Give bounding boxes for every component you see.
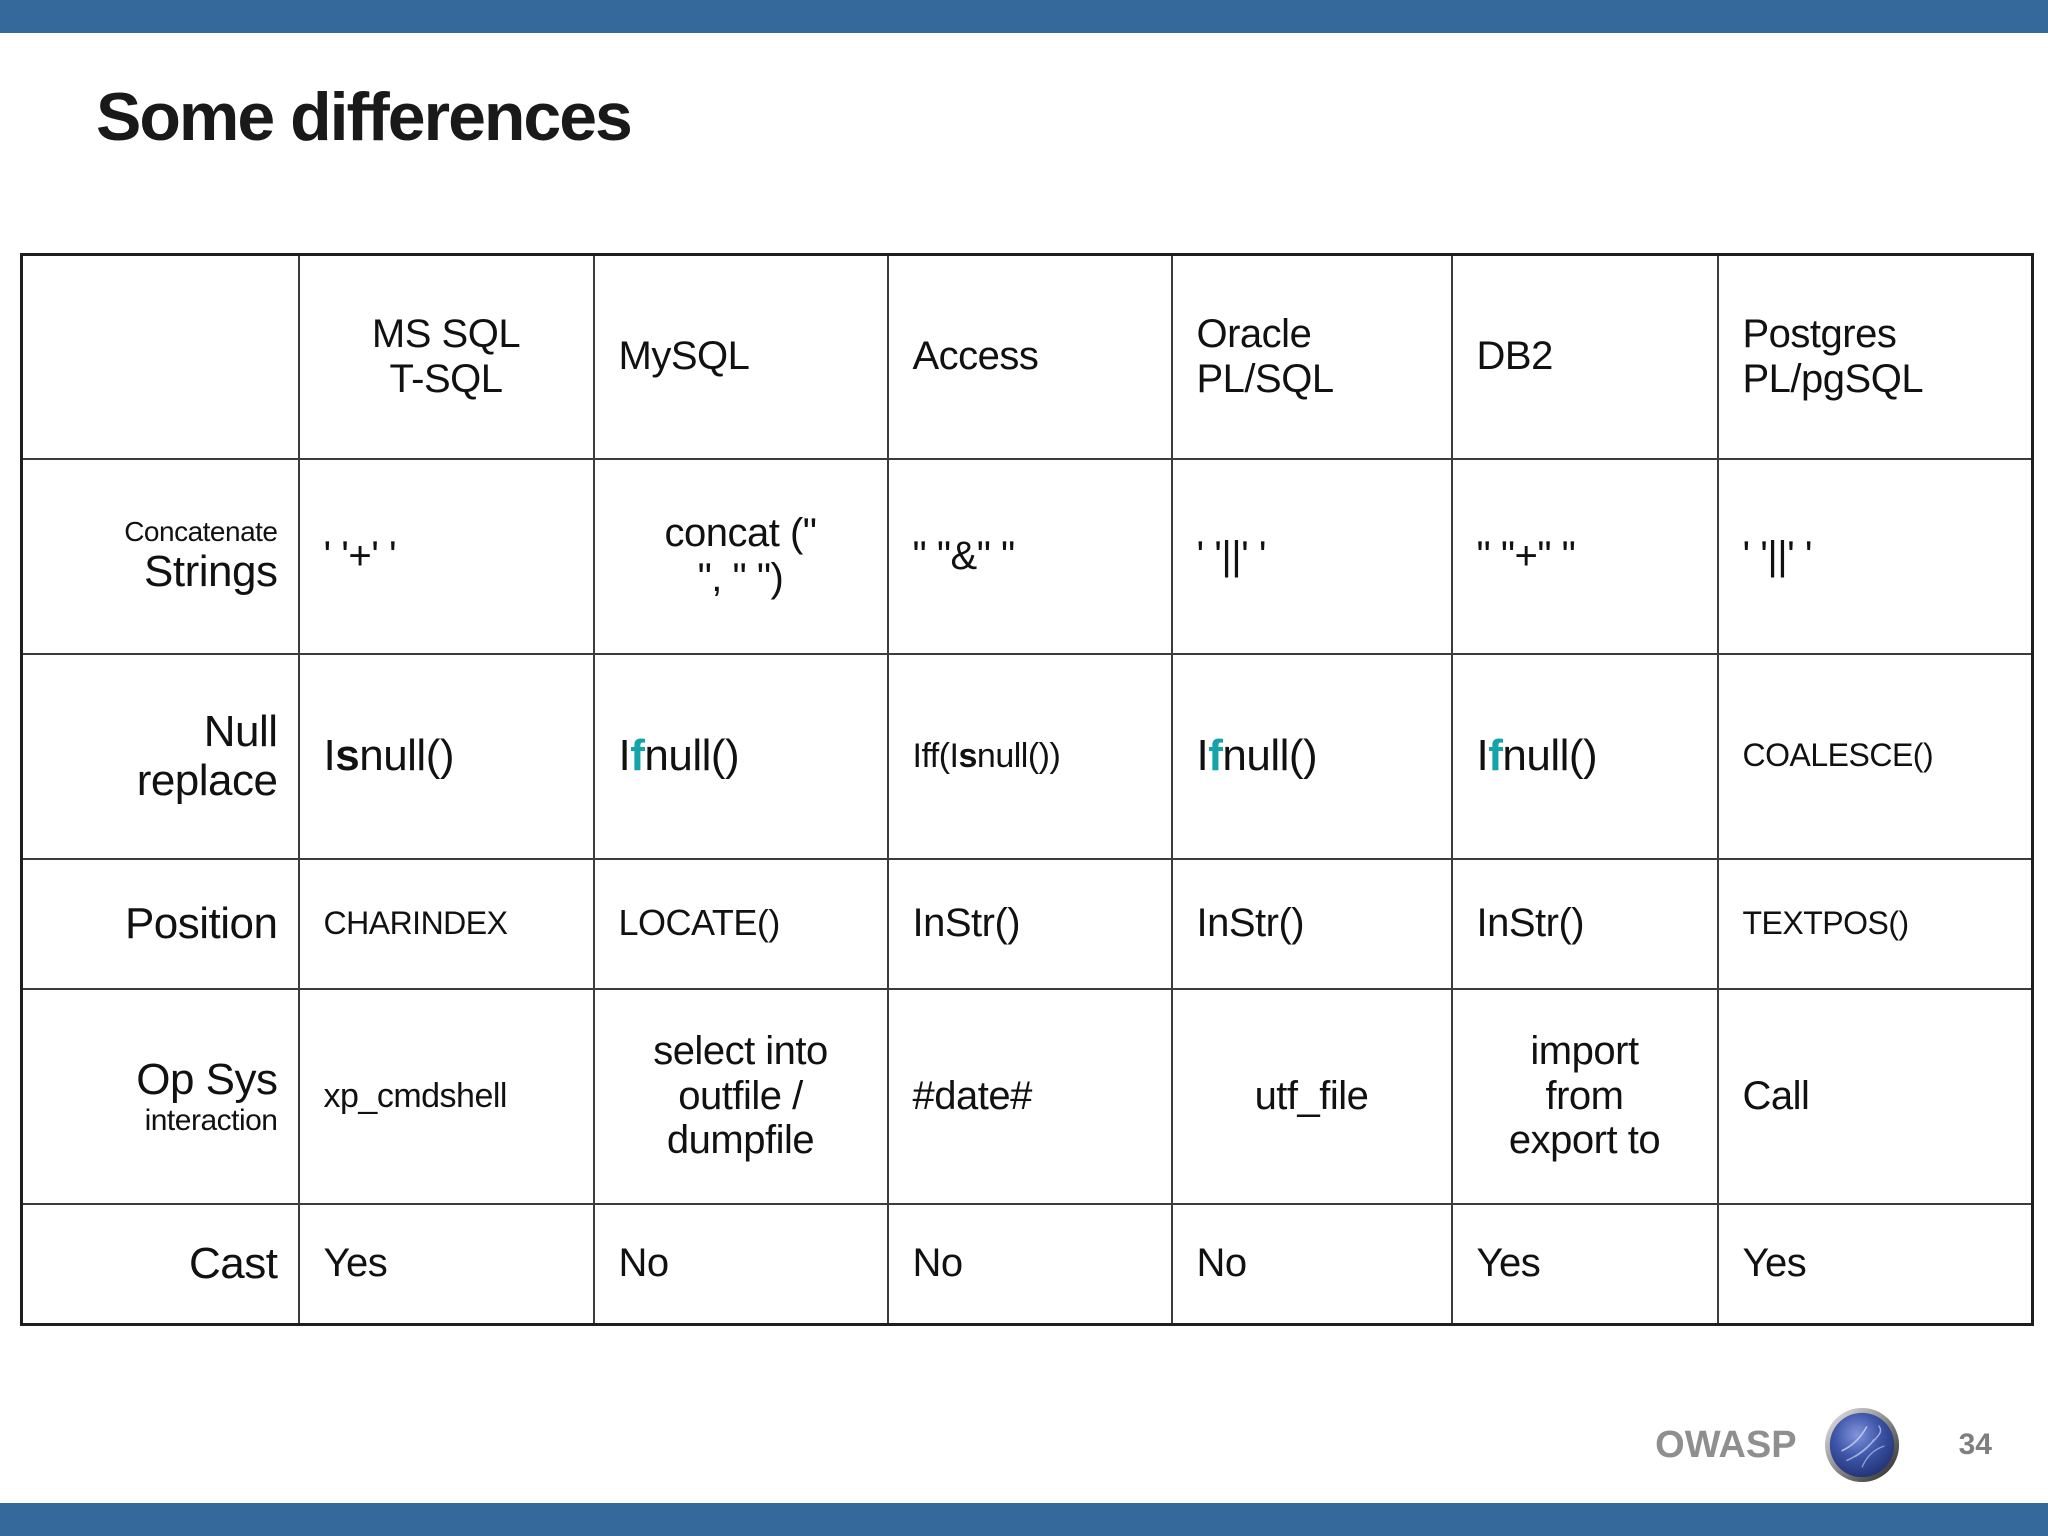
column-header-postgres: Postgres PL/pgSQL xyxy=(1716,253,2034,460)
row-position: Position CHARINDEX LOCATE() InStr() InSt… xyxy=(20,857,2034,990)
emphasized-letter: f xyxy=(1208,731,1223,781)
code-text: null() xyxy=(1502,731,1598,781)
top-bar xyxy=(0,0,2048,33)
column-header-db2: DB2 xyxy=(1450,253,1719,460)
table-cell: ' '||' ' xyxy=(1170,457,1453,655)
table-cell: No xyxy=(886,1202,1173,1326)
table-cell: CHARINDEX xyxy=(297,857,595,990)
column-header-empty xyxy=(20,253,300,460)
header-row: MS SQL T-SQL MySQL Access Oracle PL/SQL … xyxy=(20,253,2034,460)
table-cell: Yes xyxy=(1716,1202,2034,1326)
table-cell: concat (" ", " ") xyxy=(592,457,889,655)
owasp-logo-icon xyxy=(1824,1407,1899,1483)
table-cell: " "+" " xyxy=(1450,457,1719,655)
row-null-replace: Null replace Isnull() Ifnull() Iff(Isnul… xyxy=(20,652,2034,860)
bottom-bar xyxy=(0,1503,2048,1536)
table-cell: InStr() xyxy=(886,857,1173,990)
slide-footer: OWASP 34 xyxy=(1655,1406,1992,1484)
code-text: COALESCE() xyxy=(1742,737,1934,774)
code-text: I xyxy=(1476,731,1489,781)
table-cell: Ifnull() xyxy=(592,652,889,860)
table-cell: #date# xyxy=(886,987,1173,1205)
row-label-line: Concatenate xyxy=(124,515,278,547)
table-cell: InStr() xyxy=(1170,857,1453,990)
code-text: null() xyxy=(1222,731,1318,781)
table-cell: Yes xyxy=(1450,1202,1719,1326)
page-title: Some differences xyxy=(96,79,633,155)
table-cell: LOCATE() xyxy=(592,857,889,990)
emphasized-letter: f xyxy=(1488,731,1503,781)
table-cell: Ifnull() xyxy=(1170,652,1453,860)
emphasized-letter: s xyxy=(958,736,978,775)
column-header-mssql: MS SQL T-SQL xyxy=(297,253,595,460)
emphasized-letter: f xyxy=(630,731,645,781)
sql-differences-table: MS SQL T-SQL MySQL Access Oracle PL/SQL … xyxy=(20,253,2034,1326)
table-cell: " "&" " xyxy=(886,457,1173,655)
code-text: Iff(I xyxy=(912,736,960,775)
code-text: null() xyxy=(359,731,455,781)
table-cell: No xyxy=(592,1202,889,1326)
row-concatenate-strings: Concatenate Strings ' '+' ' concat (" ",… xyxy=(20,457,2034,655)
row-label-line: Null xyxy=(203,706,278,756)
row-label-line: Strings xyxy=(144,547,278,597)
row-label-line: replace xyxy=(136,756,278,805)
row-op-sys-interaction: Op Sys interaction xp_cmdshell select in… xyxy=(20,987,2034,1205)
row-label-line: Cast xyxy=(189,1239,278,1289)
column-header-oracle: Oracle PL/SQL xyxy=(1170,253,1453,460)
column-header-access: Access xyxy=(886,253,1173,460)
table-cell: TEXTPOS() xyxy=(1716,857,2034,990)
row-label-line: Op Sys xyxy=(136,1054,278,1104)
table-cell: select into outfile / dumpfile xyxy=(592,987,889,1205)
row-label-line: interaction xyxy=(144,1103,278,1137)
row-label-null-replace: Null replace xyxy=(20,652,300,860)
table-cell: ' '+' ' xyxy=(297,457,595,655)
row-label-position: Position xyxy=(20,857,300,990)
code-text: I xyxy=(618,731,631,781)
code-text: null() xyxy=(644,731,740,781)
emphasized-letter: s xyxy=(335,731,360,781)
code-text: I xyxy=(323,731,336,781)
table-cell: Isnull() xyxy=(297,652,595,860)
table-cell: COALESCE() xyxy=(1716,652,2034,860)
page-number: 34 xyxy=(1958,1428,1992,1461)
table-cell: utf_file xyxy=(1170,987,1453,1205)
table-cell: Yes xyxy=(297,1202,595,1326)
table-cell: InStr() xyxy=(1450,857,1719,990)
table-cell: No xyxy=(1170,1202,1453,1326)
column-header-mysql: MySQL xyxy=(592,253,889,460)
row-label-cast: Cast xyxy=(20,1202,300,1326)
row-label-concatenate-strings: Concatenate Strings xyxy=(20,457,300,655)
row-cast: Cast Yes No No No Yes Yes xyxy=(20,1202,2034,1326)
owasp-brand-label: OWASP xyxy=(1655,1423,1797,1466)
table-cell: ' '||' ' xyxy=(1716,457,2034,655)
table-cell: Call xyxy=(1716,987,2034,1205)
table-cell: xp_cmdshell xyxy=(297,987,595,1205)
table-cell: Ifnull() xyxy=(1450,652,1719,860)
row-label-line: Position xyxy=(124,898,278,948)
table-cell: import from export to xyxy=(1450,987,1719,1205)
row-label-op-sys-interaction: Op Sys interaction xyxy=(20,987,300,1205)
code-text: null()) xyxy=(976,736,1061,775)
table-cell: Iff(Isnull()) xyxy=(886,652,1173,860)
code-text: I xyxy=(1196,731,1209,781)
